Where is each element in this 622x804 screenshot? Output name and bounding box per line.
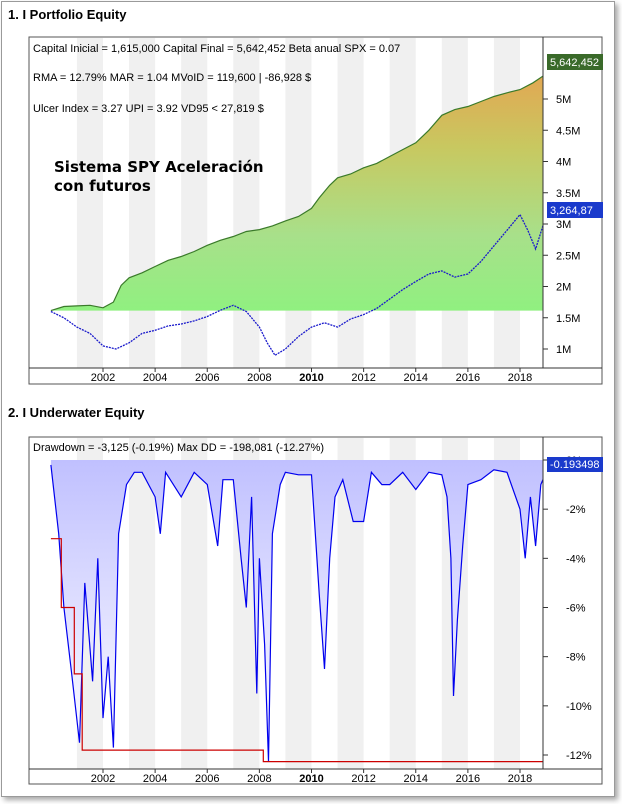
chart1-equity-last-value: 5,642,452: [550, 57, 599, 69]
chart1-x-tick-label: 2018: [508, 372, 532, 384]
chart1-title: 1. I Portfolio Equity: [8, 7, 127, 22]
chart1-stats-line-2: RMA = 12.79% MAR = 1.04 MVoID = 119,600 …: [33, 72, 311, 84]
chart1-x-tick-label: 2004: [143, 372, 167, 384]
chart2-y-tick-label: -8%: [566, 652, 586, 664]
chart1-y-tick-label: 4.5M: [556, 125, 580, 137]
chart1-stats-line-1: Capital Inicial = 1,615,000 Capital Fina…: [33, 43, 400, 55]
chart2-y-tick-label: -6%: [566, 603, 586, 615]
chart1-y-tick-label: 3M: [556, 219, 571, 231]
chart1-year-band: [285, 38, 312, 368]
chart1-year-band: [181, 38, 208, 368]
chart2-x-tick-label: 2010: [299, 773, 323, 785]
chart2-y-tick-label: -4%: [566, 553, 586, 565]
chart1-benchmark-last-label: 3,264,87: [547, 202, 603, 218]
chart2-x-tick-label: 2018: [508, 773, 532, 785]
chart2-x-tick-label: 2016: [456, 773, 480, 785]
chart1-equity-area: [50, 76, 543, 311]
chart2-x-tick-label: 2004: [143, 773, 167, 785]
chart1-y-tick-label: 5M: [556, 94, 571, 106]
chart2-x-tick-label: 2002: [91, 773, 115, 785]
chart1-y-tick-label: 1.5M: [556, 313, 580, 325]
chart1-x-tick-label: 2008: [247, 372, 271, 384]
chart2-max-drawdown-line: [50, 538, 543, 763]
chart1-x-ticks: 2002 2004 2006 2008 2010 2012 2014 2016 2018: [91, 368, 532, 384]
chart2-x-tick-label: 2006: [195, 773, 219, 785]
chart1-year-band: [129, 38, 156, 368]
chart2-x-tick-label: 2014: [404, 773, 428, 785]
chart1-y-ticks: 1M 1.5M 2M 2.5M 3M 3.5M 4M 4.5M 5M: [543, 94, 580, 356]
chart1-y-tick-label: 1M: [556, 344, 571, 356]
chart2-x-tick-label: 2012: [351, 773, 375, 785]
chart2-year-band: [285, 438, 312, 769]
chart2-x-ticks: 2002 2004 2006 2008 2010 2012 2014 2016 2018: [91, 769, 532, 785]
chart1-plot-area: [50, 75, 543, 357]
chart2-y-tick-label: -10%: [566, 701, 592, 713]
chart1-annotation-line-1: Sistema SPY Aceleración: [54, 158, 264, 176]
chart1-x-tick-label: 2006: [195, 372, 219, 384]
chart2-last-label: -0.193498: [547, 457, 603, 472]
chart1-y-tick-label: 2M: [556, 282, 571, 294]
chart2-title: 2. I Underwater Equity: [8, 405, 145, 420]
chart1-equity-line: [50, 75, 543, 312]
chart2-last-value: -0.193498: [550, 459, 600, 471]
chart1-stats-line-3: Ulcer Index = 3.27 UPI = 3.92 VD95 < 27,…: [33, 103, 264, 115]
chart1-annotation-line-2: con futuros: [54, 177, 151, 195]
chart2-plot-area: [50, 460, 543, 763]
chart2-year-band: [389, 438, 416, 769]
chart2-y-tick-label: -12%: [566, 750, 592, 762]
chart1-y-tick-label: 4M: [556, 157, 571, 169]
chart1-y-tick-label: 2.5M: [556, 250, 580, 262]
chart2-stats-line: Drawdown = -3,125 (-0.19%) Max DD = -198…: [33, 442, 324, 454]
chart2-year-band: [181, 438, 208, 769]
chart1-x-tick-label: 2010: [299, 372, 323, 384]
chart2-y-tick-label: -2%: [566, 504, 586, 516]
chart1-equity-last-label: 5,642,452: [547, 54, 603, 70]
chart2-drawdown-line: [50, 464, 543, 762]
chart1-x-tick-label: 2012: [351, 372, 375, 384]
chart1-benchmark-last-value: 3,264,87: [550, 205, 593, 217]
chart1-year-band: [233, 38, 260, 368]
chart2-drawdown-area: [50, 460, 543, 762]
chart1-x-tick-label: 2002: [91, 372, 115, 384]
chart2-x-tick-label: 2008: [247, 773, 271, 785]
chart2-year-band: [129, 438, 156, 769]
chart1-year-band: [76, 38, 103, 368]
chart1-x-tick-label: 2014: [404, 372, 428, 384]
chart1-y-tick-label: 3.5M: [556, 188, 580, 200]
chart1-x-tick-label: 2016: [456, 372, 480, 384]
